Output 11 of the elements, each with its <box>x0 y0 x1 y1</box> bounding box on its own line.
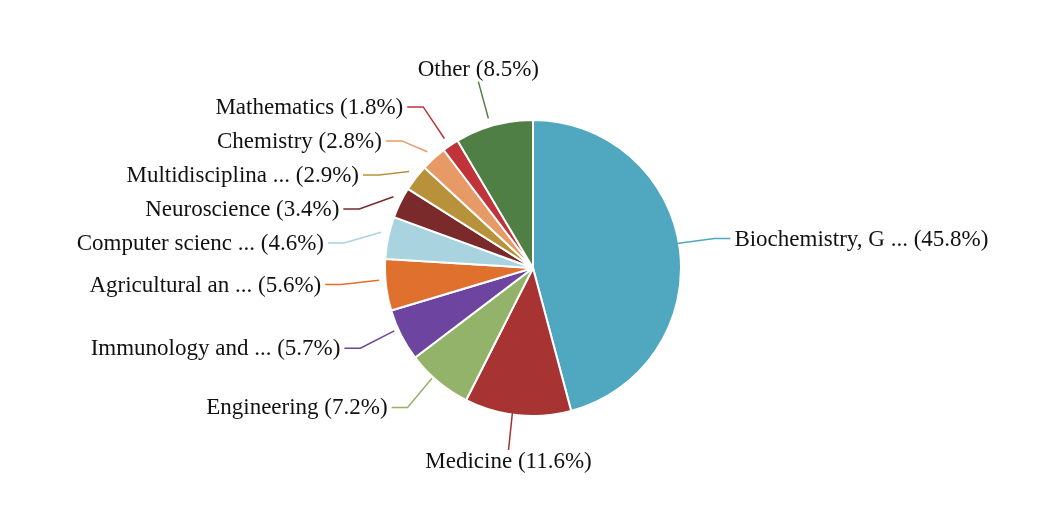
slice-label: Medicine (11.6%) <box>425 447 592 473</box>
slice-label: Computer scienc ... (4.6%) <box>76 229 324 255</box>
slice-label: Neuroscience (3.4%) <box>145 195 340 221</box>
slice-label: Chemistry (2.8%) <box>217 127 382 153</box>
slice-label: Immunology and ... (5.7%) <box>90 335 341 361</box>
slice-label: Biochemistry, G ... (45.8%) <box>734 225 989 251</box>
slice-label: Engineering (7.2%) <box>206 394 388 420</box>
slice-label: Multidisciplina ... (2.9%) <box>126 161 359 187</box>
slice-label: Agricultural an ... (5.6%) <box>89 271 322 297</box>
slice-label: Other (8.5%) <box>417 55 540 81</box>
slice-label: Mathematics (1.8%) <box>215 93 404 119</box>
